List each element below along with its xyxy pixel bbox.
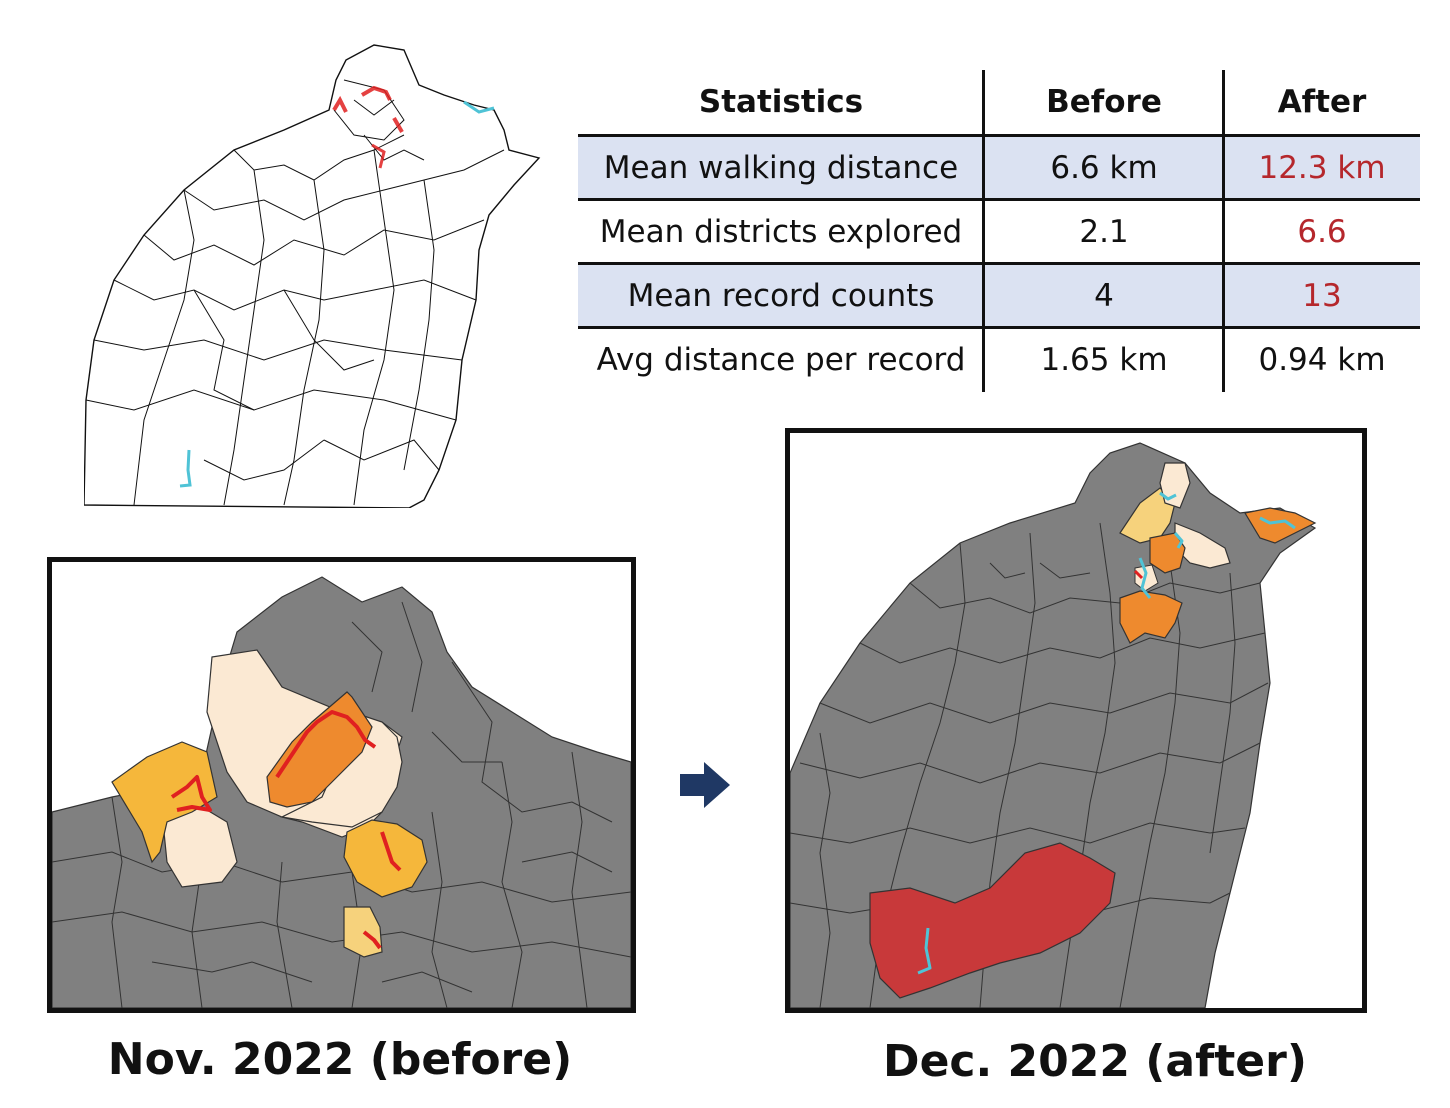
caption-after: Dec. 2022 (after): [883, 1036, 1307, 1087]
district-orange-northeast: [1244, 507, 1317, 544]
table-divider: [578, 262, 1420, 265]
table-divider: [578, 198, 1420, 201]
district-light-small: [1134, 564, 1159, 592]
header-statistics: Statistics: [698, 84, 864, 120]
row-after-value: 13: [1302, 278, 1342, 314]
header-after: After: [1277, 84, 1367, 120]
table-divider: [578, 326, 1420, 329]
before-routes: [170, 710, 402, 950]
before-district-map: [52, 576, 631, 1008]
district-yellow-west: [111, 741, 218, 864]
right-arrow-icon: [680, 762, 730, 808]
row-before-value: 1.65 km: [1040, 342, 1168, 378]
header-before: Before: [1046, 84, 1162, 120]
overview-coastline: [84, 44, 541, 508]
row-label: Mean districts explored: [599, 214, 963, 250]
table-divider: [578, 134, 1420, 137]
table-header-row: Statistics Before After: [578, 70, 1420, 134]
overview-routes: [179, 85, 495, 488]
table-column-divider: [1222, 70, 1225, 392]
row-label: Mean record counts: [627, 278, 935, 314]
district-light-north: [1159, 462, 1191, 509]
statistics-table: Statistics Before After Mean walking dis…: [578, 70, 1420, 392]
row-before-value: 4: [1094, 278, 1114, 314]
row-label: Avg distance per record: [596, 342, 966, 378]
table-column-divider: [982, 70, 985, 392]
table-row: Avg distance per record 1.65 km 0.94 km: [578, 328, 1420, 392]
row-label: Mean walking distance: [603, 150, 959, 186]
after-routes: [917, 491, 1296, 975]
district-red-large: [869, 842, 1116, 999]
district-yellow-north: [1119, 487, 1176, 544]
row-after-value: 0.94 km: [1258, 342, 1386, 378]
overview-outline-map: [84, 44, 541, 508]
table-row: Mean record counts 4 13: [578, 264, 1420, 328]
district-yellow-south: [343, 906, 383, 958]
after-map-panel: [785, 428, 1367, 1013]
row-before-value: 6.6 km: [1050, 150, 1158, 186]
row-before-value: 2.1: [1079, 214, 1129, 250]
row-after-value: 12.3 km: [1258, 150, 1386, 186]
row-after-value: 6.6: [1297, 214, 1347, 250]
district-orange-south: [1119, 590, 1183, 644]
table-row: Mean districts explored 2.1 6.6: [578, 200, 1420, 264]
table-row: Mean walking distance 6.6 km 12.3 km: [578, 136, 1420, 200]
district-yellow-east: [343, 819, 428, 898]
before-map-panel: [47, 557, 636, 1013]
caption-before: Nov. 2022 (before): [107, 1034, 573, 1085]
after-district-map: [790, 442, 1317, 1008]
